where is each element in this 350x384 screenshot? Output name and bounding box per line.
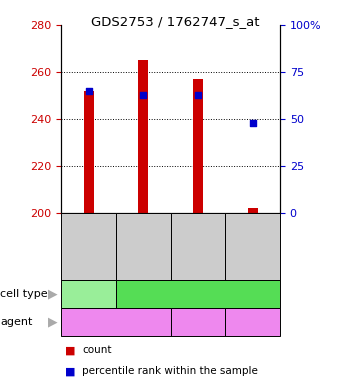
Text: ▶: ▶ [48, 315, 57, 328]
Point [195, 91, 201, 98]
Text: agent: agent [0, 317, 32, 327]
Text: count: count [82, 345, 112, 355]
Text: 7-hydroxyin
dole: 7-hydroxyin dole [173, 312, 223, 331]
Bar [248, 209, 258, 213]
Text: ■: ■ [65, 345, 75, 355]
Text: percentile rank within the sample: percentile rank within the sample [82, 366, 258, 376]
Bar [138, 60, 148, 213]
Text: cell type: cell type [0, 289, 48, 299]
Text: GDS2753 / 1762747_s_at: GDS2753 / 1762747_s_at [91, 15, 259, 28]
Text: suspension
cells: suspension cells [63, 285, 114, 304]
Point [86, 88, 91, 94]
Text: satin (indol
e-2,3-dione): satin (indol e-2,3-dione) [227, 312, 278, 331]
Text: untreated: untreated [95, 317, 137, 326]
Bar [193, 79, 203, 213]
Text: GSM143159: GSM143159 [139, 219, 148, 274]
Point [140, 91, 146, 98]
Text: GSM143160: GSM143160 [194, 219, 202, 274]
Text: ■: ■ [65, 366, 75, 376]
Text: biofilm cells: biofilm cells [171, 290, 225, 299]
Point [250, 120, 255, 126]
Text: GSM143161: GSM143161 [248, 219, 257, 274]
Bar [84, 91, 93, 213]
Text: GSM143158: GSM143158 [84, 219, 93, 274]
Text: ▶: ▶ [48, 288, 57, 301]
